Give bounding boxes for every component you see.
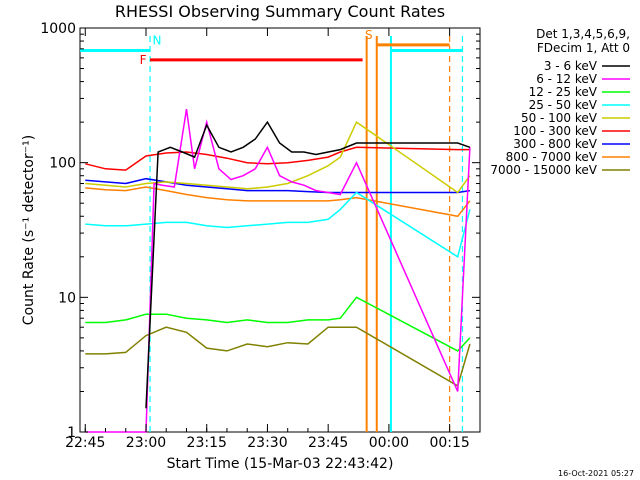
legend-label: 6 - 12 keV — [536, 72, 598, 86]
series-line — [85, 146, 470, 171]
flag-label: F — [140, 53, 147, 67]
series-line — [85, 186, 471, 218]
flag-label: N — [153, 34, 162, 48]
legend-header: FDecim 1, Att 0 — [537, 41, 630, 55]
x-tick-label: 23:30 — [247, 435, 287, 451]
legend: Det 1,3,4,5,6,9,FDecim 1, Att 0 3 - 6 keV… — [490, 27, 630, 177]
legend-label: 800 - 7000 keV — [506, 150, 598, 164]
legend-label: 100 - 300 keV — [513, 124, 597, 138]
series-line — [85, 191, 471, 258]
flag-segments: NF S — [80, 28, 463, 67]
x-tick-label: 00:15 — [429, 435, 469, 451]
y-tick-label: 100 — [49, 156, 76, 172]
legend-label: 3 - 6 keV — [544, 59, 598, 73]
series-line — [85, 177, 471, 194]
plot-frame — [79, 27, 481, 433]
series-lines — [85, 108, 471, 433]
chart-title: RHESSI Observing Summary Count Rates — [115, 2, 445, 21]
series-line — [85, 108, 471, 433]
y-axis-label: Count Rate (s⁻¹ detector⁻¹) — [21, 135, 37, 325]
series-line — [85, 120, 471, 194]
x-tick-label: 23:00 — [126, 435, 166, 451]
x-tick-label: 23:15 — [187, 435, 227, 451]
legend-label: 7000 - 15000 keV — [490, 163, 597, 177]
x-axis-label: Start Time (15-Mar-03 22:43:42) — [167, 456, 394, 472]
legend-label: 300 - 800 keV — [513, 137, 597, 151]
flag-label: S — [365, 28, 373, 42]
x-tick-label: 22:45 — [65, 435, 105, 451]
legend-label: 25 - 50 keV — [529, 98, 598, 112]
legend-label: 12 - 25 keV — [529, 85, 598, 99]
series-line — [145, 120, 471, 409]
y-tick-label: 1 — [67, 425, 76, 441]
series-line — [85, 326, 471, 388]
x-tick-label: 23:45 — [308, 435, 348, 451]
x-tick-label: 00:00 — [369, 435, 409, 451]
y-tick-label: 1000 — [40, 21, 76, 37]
axes: 22:45 23:00 23:15 23:30 23:45 00:00 00:15 1 10 10… — [40, 21, 480, 451]
series-line — [85, 296, 471, 352]
footer-timestamp: 16-Oct-2021 05:27 — [558, 469, 634, 478]
legend-label: 50 - 100 keV — [521, 111, 598, 125]
vertical-markers — [149, 36, 464, 432]
y-tick-label: 10 — [58, 290, 76, 306]
legend-header: Det 1,3,4,5,6,9, — [536, 27, 630, 41]
